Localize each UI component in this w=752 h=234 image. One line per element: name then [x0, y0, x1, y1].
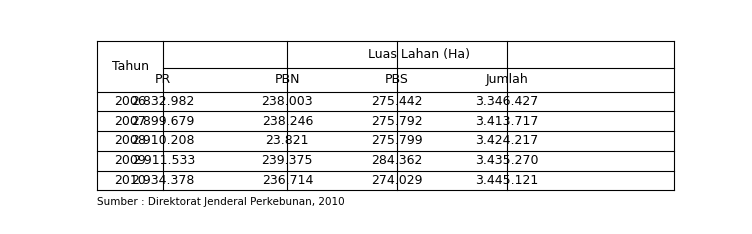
- Text: 239.375: 239.375: [262, 154, 313, 167]
- Text: 3.445.121: 3.445.121: [475, 174, 538, 187]
- Text: 236.714: 236.714: [262, 174, 313, 187]
- Text: PBS: PBS: [385, 73, 409, 86]
- Text: PBN: PBN: [274, 73, 300, 86]
- Text: 238.003: 238.003: [262, 95, 313, 108]
- Text: 3.435.270: 3.435.270: [475, 154, 538, 167]
- Text: 284.362: 284.362: [371, 154, 423, 167]
- Text: 2.910.208: 2.910.208: [132, 134, 195, 147]
- Text: PR: PR: [155, 73, 171, 86]
- Text: 238.246: 238.246: [262, 115, 313, 128]
- Text: 275.792: 275.792: [371, 115, 423, 128]
- Text: 2.911.533: 2.911.533: [132, 154, 195, 167]
- Text: 2.899.679: 2.899.679: [132, 115, 195, 128]
- Text: 2010: 2010: [114, 174, 146, 187]
- Text: 275.442: 275.442: [371, 95, 423, 108]
- Text: 2.934.378: 2.934.378: [132, 174, 195, 187]
- Text: 2009: 2009: [114, 154, 146, 167]
- Text: 23.821: 23.821: [265, 134, 309, 147]
- Text: 2008: 2008: [114, 134, 146, 147]
- Text: 3.346.427: 3.346.427: [475, 95, 538, 108]
- Text: 2006: 2006: [114, 95, 146, 108]
- Text: 2007: 2007: [114, 115, 146, 128]
- Text: 2.832.982: 2.832.982: [132, 95, 195, 108]
- Text: Luas Lahan (Ha): Luas Lahan (Ha): [368, 48, 469, 61]
- Text: Sumber : Direktorat Jenderal Perkebunan, 2010: Sumber : Direktorat Jenderal Perkebunan,…: [97, 197, 344, 208]
- Text: 3.424.217: 3.424.217: [475, 134, 538, 147]
- Text: Jumlah: Jumlah: [485, 73, 528, 86]
- Text: 3.413.717: 3.413.717: [475, 115, 538, 128]
- Text: Tahun: Tahun: [111, 60, 149, 73]
- Text: 274.029: 274.029: [371, 174, 423, 187]
- Text: 275.799: 275.799: [371, 134, 423, 147]
